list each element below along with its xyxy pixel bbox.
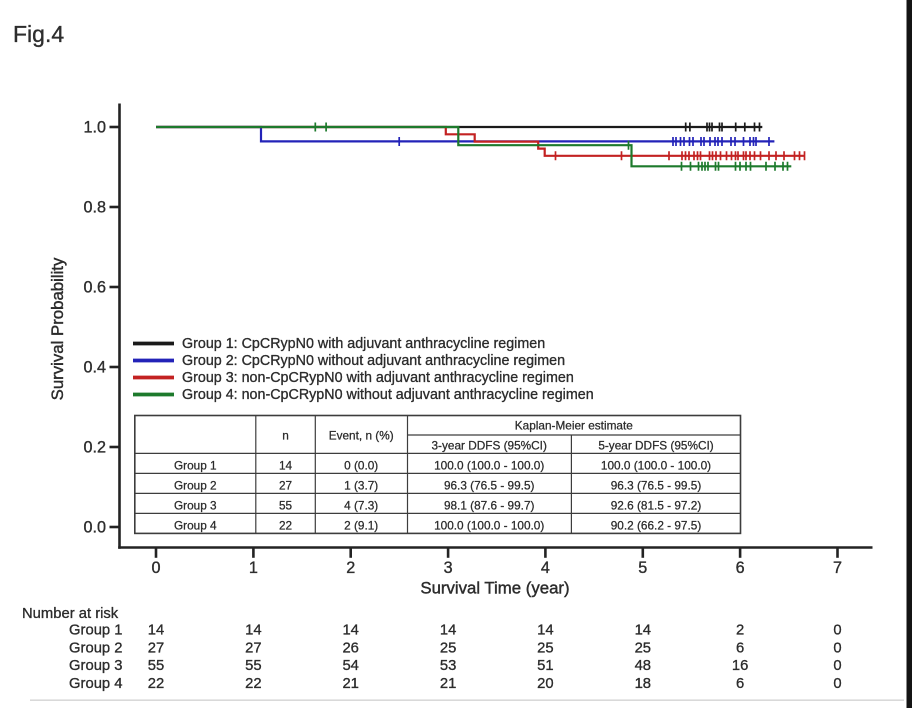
- svg-text:Number at risk: Number at risk: [22, 606, 119, 622]
- svg-text:14: 14: [635, 623, 651, 639]
- svg-text:6: 6: [736, 640, 744, 656]
- svg-text:2: 2: [346, 559, 355, 577]
- svg-text:26: 26: [342, 640, 358, 656]
- svg-text:0: 0: [833, 640, 841, 656]
- svg-text:27: 27: [148, 640, 164, 656]
- svg-text:Group 3: non-CpCRypN0 with adj: Group 3: non-CpCRypN0 with adjuvant anth…: [182, 370, 574, 386]
- svg-text:51: 51: [537, 658, 553, 674]
- svg-text:Group 3: Group 3: [69, 658, 122, 674]
- svg-text:6: 6: [736, 676, 744, 692]
- svg-text:Kaplan-Meier estimate: Kaplan-Meier estimate: [515, 419, 633, 433]
- svg-text:14: 14: [342, 623, 358, 639]
- svg-text:55: 55: [148, 658, 164, 674]
- svg-text:54: 54: [342, 658, 358, 674]
- svg-text:Survival Probability: Survival Probability: [48, 257, 67, 400]
- svg-text:Group 4: non-CpCRypN0 without: Group 4: non-CpCRypN0 without adjuvant a…: [182, 387, 594, 403]
- svg-text:14: 14: [245, 623, 261, 639]
- svg-text:20: 20: [537, 676, 553, 692]
- svg-text:1: 1: [249, 559, 258, 577]
- svg-text:14: 14: [537, 623, 553, 639]
- svg-text:0: 0: [151, 559, 160, 577]
- svg-text:5-year DDFS (95%CI): 5-year DDFS (95%CI): [598, 439, 713, 453]
- svg-text:Group 4: Group 4: [69, 676, 122, 692]
- svg-text:2 (9.1): 2 (9.1): [344, 519, 378, 533]
- svg-text:96.3 (76.5 - 99.5): 96.3 (76.5 - 99.5): [611, 479, 702, 493]
- svg-text:4 (7.3): 4 (7.3): [344, 499, 378, 513]
- svg-text:3-year DDFS (95%CI): 3-year DDFS (95%CI): [432, 439, 547, 453]
- svg-text:Group 4: Group 4: [174, 519, 217, 533]
- svg-text:Fig.4: Fig.4: [13, 21, 64, 47]
- svg-text:14: 14: [148, 623, 164, 639]
- svg-text:21: 21: [440, 676, 456, 692]
- svg-text:25: 25: [635, 640, 651, 656]
- svg-text:1.0: 1.0: [83, 119, 106, 137]
- svg-text:0: 0: [833, 676, 841, 692]
- svg-text:Group 2: Group 2: [174, 479, 217, 493]
- svg-text:22: 22: [279, 519, 292, 533]
- svg-text:27: 27: [279, 479, 292, 493]
- svg-text:100.0 (100.0 - 100.0): 100.0 (100.0 - 100.0): [434, 459, 544, 473]
- svg-text:Group 1: Group 1: [174, 459, 217, 473]
- svg-text:55: 55: [279, 499, 293, 513]
- svg-text:100.0 (100.0 - 100.0): 100.0 (100.0 - 100.0): [601, 459, 711, 473]
- svg-text:n: n: [282, 429, 289, 443]
- svg-text:4: 4: [541, 559, 550, 577]
- svg-text:55: 55: [245, 658, 261, 674]
- svg-text:16: 16: [732, 658, 748, 674]
- svg-text:7: 7: [833, 559, 842, 577]
- svg-text:5: 5: [638, 559, 647, 577]
- svg-text:21: 21: [342, 676, 358, 692]
- svg-text:0: 0: [833, 658, 841, 674]
- svg-text:53: 53: [440, 658, 456, 674]
- svg-text:22: 22: [245, 676, 261, 692]
- svg-text:18: 18: [635, 676, 651, 692]
- svg-text:48: 48: [635, 658, 651, 674]
- svg-text:Group 3: Group 3: [174, 499, 217, 513]
- svg-text:27: 27: [245, 640, 261, 656]
- svg-text:0.2: 0.2: [83, 439, 106, 457]
- svg-text:0.6: 0.6: [83, 279, 106, 297]
- svg-text:90.2 (66.2 - 97.5): 90.2 (66.2 - 97.5): [611, 519, 702, 533]
- svg-text:1 (3.7): 1 (3.7): [344, 479, 378, 493]
- svg-text:Group 1: CpCRypN0 with adjuvan: Group 1: CpCRypN0 with adjuvant anthracy…: [182, 336, 545, 352]
- svg-text:Group 1: Group 1: [69, 623, 122, 639]
- svg-text:0: 0: [833, 623, 841, 639]
- svg-text:14: 14: [440, 623, 456, 639]
- svg-text:25: 25: [440, 640, 456, 656]
- svg-text:92.6 (81.5 - 97.2): 92.6 (81.5 - 97.2): [611, 499, 702, 513]
- svg-text:0 (0.0): 0 (0.0): [344, 459, 378, 473]
- svg-text:Group 2: Group 2: [69, 640, 122, 656]
- svg-text:6: 6: [736, 559, 745, 577]
- svg-text:Survival Time (year): Survival Time (year): [420, 579, 569, 598]
- svg-text:100.0 (100.0 - 100.0): 100.0 (100.0 - 100.0): [434, 519, 544, 533]
- svg-text:25: 25: [537, 640, 553, 656]
- svg-text:14: 14: [279, 459, 293, 473]
- svg-text:0.4: 0.4: [83, 359, 106, 377]
- svg-text:Event, n (%): Event, n (%): [329, 429, 394, 443]
- svg-text:3: 3: [444, 559, 453, 577]
- svg-text:0.0: 0.0: [83, 519, 106, 537]
- svg-text:22: 22: [148, 676, 164, 692]
- svg-text:98.1 (87.6 - 99.7): 98.1 (87.6 - 99.7): [444, 499, 535, 513]
- svg-text:0.8: 0.8: [83, 199, 106, 217]
- svg-text:96.3 (76.5 - 99.5): 96.3 (76.5 - 99.5): [444, 479, 535, 493]
- svg-text:2: 2: [736, 623, 744, 639]
- svg-text:Group 2: CpCRypN0 without adju: Group 2: CpCRypN0 without adjuvant anthr…: [182, 353, 565, 369]
